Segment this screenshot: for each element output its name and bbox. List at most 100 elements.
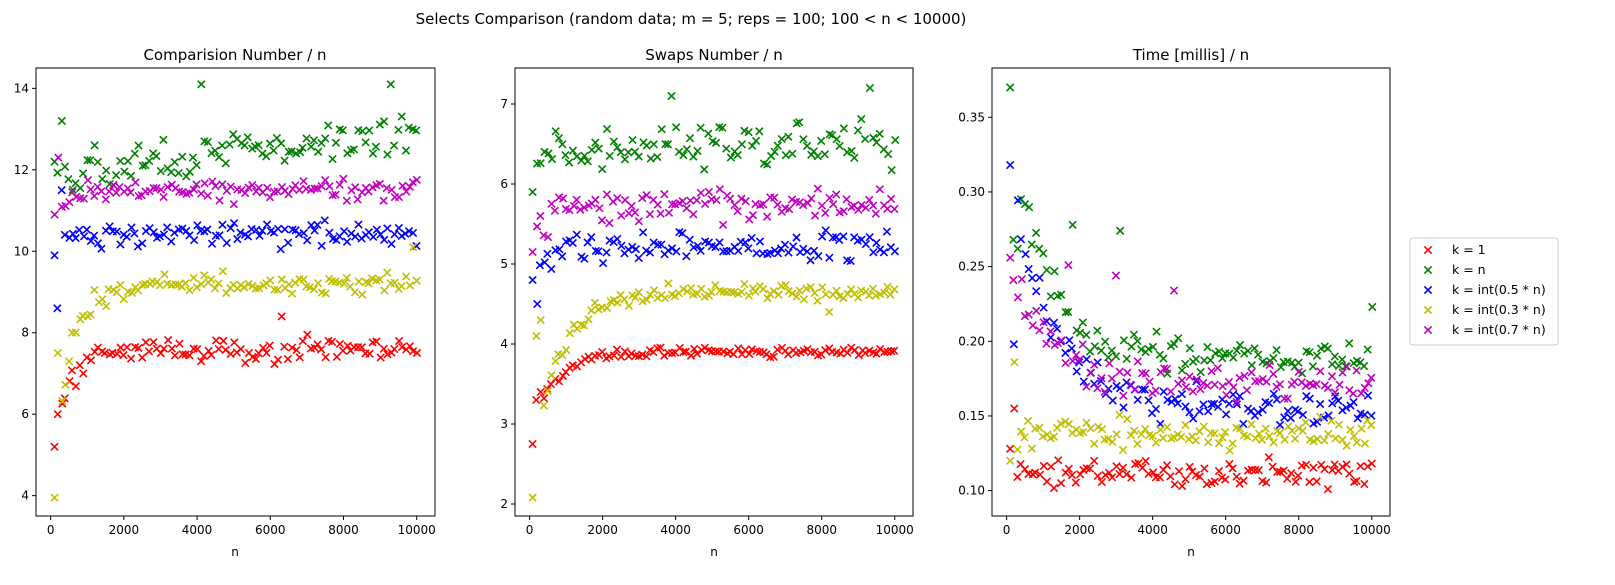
data-point — [718, 247, 728, 256]
data-point — [1229, 353, 1238, 362]
y-tick-label: 0.10 — [958, 484, 985, 498]
data-point — [1195, 472, 1204, 481]
data-point — [60, 162, 70, 171]
data-point — [1261, 424, 1270, 433]
data-point — [411, 126, 421, 135]
data-point — [317, 241, 326, 250]
data-point — [123, 156, 133, 166]
x-tick-label: 0 — [47, 523, 55, 537]
data-point — [394, 223, 404, 233]
data-point — [331, 138, 341, 147]
data-point — [292, 345, 301, 355]
data-point — [1185, 462, 1194, 472]
data-point — [642, 295, 651, 304]
data-point — [763, 294, 772, 303]
data-point — [1090, 360, 1099, 369]
data-point — [627, 201, 636, 211]
data-point — [1035, 273, 1044, 282]
x-tick-label: 8000 — [328, 523, 359, 537]
data-point — [1039, 461, 1049, 471]
data-point — [1368, 302, 1377, 312]
data-point — [853, 126, 863, 135]
data-point — [1262, 377, 1271, 386]
data-point — [638, 228, 648, 237]
data-point — [1065, 336, 1074, 345]
data-point — [539, 394, 549, 403]
data-point — [576, 205, 585, 214]
data-point — [53, 304, 62, 313]
data-point — [792, 233, 801, 242]
data-point — [1093, 471, 1102, 481]
data-point — [580, 354, 590, 364]
data-point — [594, 247, 603, 256]
x-tick-label: 2000 — [1064, 523, 1095, 537]
x-tick-label: 6000 — [255, 523, 286, 537]
data-point — [667, 348, 677, 358]
y-tick-label: 4 — [500, 337, 508, 351]
data-point — [90, 191, 99, 201]
data-point — [83, 176, 93, 185]
data-point — [248, 180, 257, 190]
data-point — [79, 369, 88, 378]
data-point — [1005, 444, 1015, 453]
data-point — [342, 237, 352, 246]
data-point — [627, 349, 636, 358]
data-point — [364, 279, 373, 288]
data-point — [397, 342, 407, 352]
data-point — [1090, 342, 1099, 351]
data-point — [1213, 363, 1222, 373]
data-point — [693, 146, 702, 156]
data-point — [821, 208, 830, 218]
data-point — [1075, 355, 1084, 364]
data-point — [1006, 456, 1015, 465]
data-point — [1239, 476, 1248, 485]
data-point — [1334, 361, 1344, 370]
data-point — [1293, 471, 1303, 480]
data-point — [1192, 377, 1201, 386]
data-point — [748, 210, 758, 220]
data-point — [280, 342, 289, 351]
data-point — [1082, 464, 1091, 473]
data-point — [642, 190, 651, 200]
data-point — [1049, 318, 1059, 327]
data-point — [595, 204, 604, 213]
data-point — [131, 178, 140, 187]
data-point — [295, 148, 305, 157]
data-point — [696, 246, 705, 255]
data-point — [829, 200, 838, 209]
data-point — [558, 140, 567, 149]
legend-marker-red — [1423, 245, 1433, 255]
data-point — [277, 312, 286, 321]
data-point — [276, 245, 285, 254]
data-point — [1199, 400, 1208, 409]
data-point — [1093, 326, 1102, 335]
data-point — [325, 182, 334, 191]
data-point — [584, 315, 593, 324]
data-point — [390, 344, 399, 354]
data-point — [557, 252, 567, 261]
data-point — [1235, 424, 1245, 433]
data-point — [1107, 346, 1117, 355]
data-point — [1105, 359, 1114, 368]
data-point — [1177, 376, 1187, 385]
data-point — [1293, 407, 1303, 416]
data-point — [214, 152, 224, 162]
data-point — [634, 253, 643, 263]
data-point — [598, 258, 608, 268]
data-point — [700, 343, 709, 352]
data-point — [843, 348, 852, 357]
data-point — [229, 200, 239, 209]
data-point — [1042, 339, 1051, 348]
data-point — [111, 171, 121, 180]
data-point — [1269, 369, 1278, 379]
data-point — [1275, 420, 1285, 430]
data-point — [1232, 397, 1241, 406]
data-point — [112, 227, 121, 236]
data-point — [577, 156, 586, 165]
data-point — [203, 191, 212, 200]
data-point — [197, 280, 206, 289]
data-point — [1159, 364, 1169, 373]
data-point — [1170, 394, 1180, 404]
data-point — [1367, 373, 1376, 383]
data-point — [821, 290, 830, 299]
